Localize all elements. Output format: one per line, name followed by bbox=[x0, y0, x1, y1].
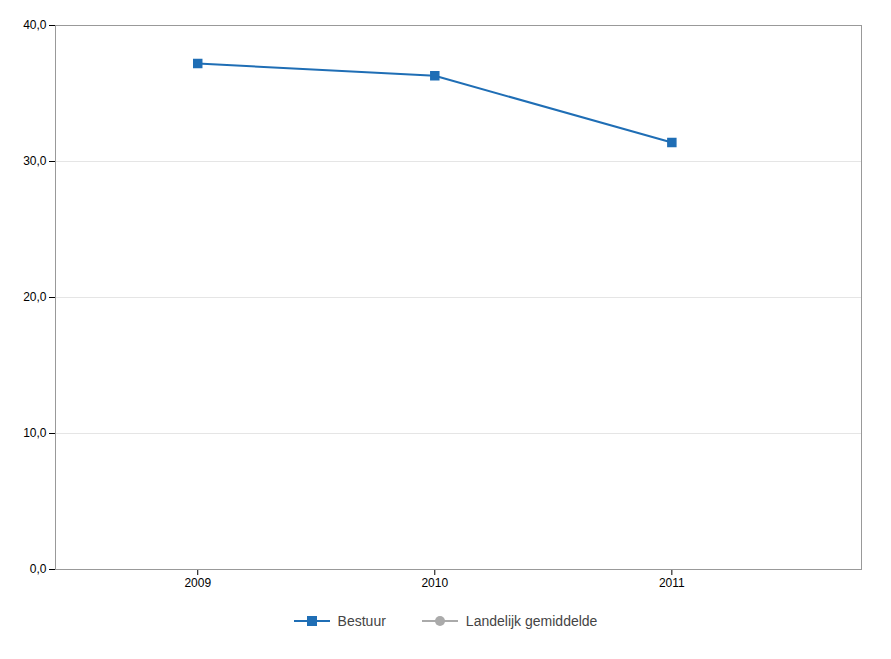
svg-text:30,0: 30,0 bbox=[23, 154, 47, 168]
html-text:Landelijk gemiddelde: Landelijk gemiddelde bbox=[465, 613, 598, 629]
svg-text:10,0: 10,0 bbox=[23, 426, 47, 440]
html-text:Bestuur: Bestuur bbox=[337, 613, 386, 629]
svg-text:2010: 2010 bbox=[421, 576, 448, 590]
svg-text:2009: 2009 bbox=[184, 576, 211, 590]
svg-text:2011: 2011 bbox=[659, 576, 685, 590]
svg-text:40,0: 40,0 bbox=[23, 18, 47, 32]
svg-text:0,0: 0,0 bbox=[30, 562, 47, 576]
svg-text:20,0: 20,0 bbox=[23, 290, 47, 304]
